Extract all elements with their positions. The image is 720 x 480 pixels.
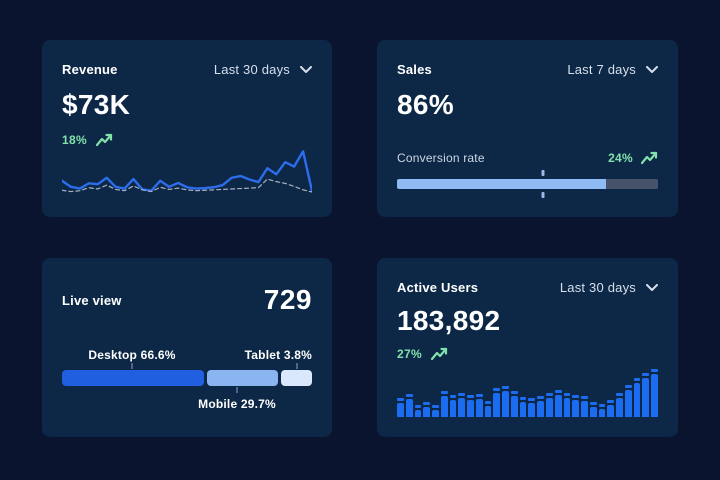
segment-mobile	[206, 370, 278, 386]
sales-value: 86%	[397, 89, 454, 120]
user-bar	[397, 397, 404, 417]
live-view-header: Live view 729	[62, 284, 312, 316]
trending-up-icon	[430, 347, 448, 361]
active-users-period-selector[interactable]: Last 30 days	[560, 280, 658, 295]
live-view-title: Live view	[62, 292, 122, 308]
user-bar	[467, 394, 474, 417]
active-users-period-label: Last 30 days	[559, 280, 636, 295]
chevron-down-icon	[300, 65, 312, 73]
desktop-tick	[131, 363, 133, 369]
device-distribution-chart: Desktop 66.6% Tablet 3.8% Mobile 29.7%	[62, 348, 312, 411]
user-bar	[449, 394, 457, 417]
user-bar	[651, 369, 658, 417]
active-users-value: 183,892	[397, 305, 501, 336]
user-bar	[440, 390, 448, 417]
mobile-tick	[236, 387, 238, 393]
desktop-share-label: Desktop 66.6%	[88, 348, 176, 362]
user-bar	[537, 396, 545, 417]
revenue-value: $73K	[62, 89, 131, 120]
user-bar	[546, 393, 553, 417]
user-bar	[484, 401, 492, 417]
sales-delta: 24%	[608, 151, 658, 165]
live-view-value: 729	[263, 284, 312, 315]
revenue-line-current	[62, 151, 312, 191]
revenue-card: Revenue Last 30 days $73K 18%	[42, 40, 332, 217]
user-bar	[423, 402, 431, 417]
distribution-bar	[62, 370, 312, 386]
top-ticks	[62, 362, 312, 369]
active-users-delta-value: 27%	[397, 347, 422, 361]
active-users-bar-chart	[397, 369, 658, 417]
revenue-title: Revenue	[62, 62, 118, 77]
sales-card: Sales Last 7 days 86% Conversion rate 24…	[377, 40, 678, 217]
user-bar	[589, 402, 597, 417]
user-bar	[458, 392, 466, 417]
revenue-delta-value: 18%	[62, 133, 87, 147]
user-bar	[598, 403, 606, 417]
trending-up-icon	[641, 151, 658, 165]
chevron-down-icon	[646, 283, 658, 291]
conversion-rate-row: Conversion rate 24%	[397, 151, 658, 165]
user-bar	[493, 388, 501, 417]
user-bar	[432, 404, 439, 417]
user-bar	[581, 395, 588, 417]
conversion-progress	[397, 170, 658, 198]
live-view-card: Live view 729 Desktop 66.6% Tablet 3.8% …	[42, 258, 332, 437]
sales-delta-value: 24%	[608, 151, 633, 165]
user-bar	[405, 393, 413, 417]
tablet-tick	[296, 363, 298, 369]
segment-desktop	[62, 370, 204, 386]
bottom-ticks	[62, 387, 312, 394]
progress-track	[397, 179, 658, 189]
revenue-card-header: Revenue Last 30 days	[62, 62, 312, 77]
mobile-share-label: Mobile 29.7%	[198, 397, 276, 411]
progress-marker	[541, 192, 545, 198]
sales-period-label: Last 7 days	[567, 62, 636, 77]
user-bar	[572, 394, 580, 417]
active-users-card: Active Users Last 30 days 183,892 27%	[377, 258, 678, 437]
user-bar	[633, 378, 641, 417]
user-bar	[519, 396, 527, 417]
segment-tablet	[280, 370, 312, 386]
distribution-bottom-labels: Mobile 29.7%	[62, 397, 312, 411]
progress-fill	[397, 179, 606, 189]
revenue-period-label: Last 30 days	[213, 62, 290, 77]
revenue-line-previous	[62, 179, 312, 192]
revenue-line-chart	[62, 149, 312, 197]
revenue-period-selector[interactable]: Last 30 days	[214, 62, 312, 77]
active-users-header: Active Users Last 30 days	[397, 280, 658, 295]
chevron-down-icon	[646, 65, 658, 73]
user-bar	[563, 392, 571, 417]
user-bar	[642, 373, 650, 417]
conversion-rate-label: Conversion rate	[397, 151, 485, 165]
user-bar	[607, 399, 615, 417]
user-bar	[554, 390, 562, 417]
trending-up-icon	[95, 133, 113, 147]
user-bar	[414, 405, 422, 417]
user-bar	[616, 393, 623, 417]
user-bar	[528, 397, 536, 417]
sales-card-header: Sales Last 7 days	[397, 62, 658, 77]
revenue-delta: 18%	[62, 133, 312, 147]
active-users-delta: 27%	[397, 347, 658, 361]
sales-period-selector[interactable]: Last 7 days	[567, 62, 658, 77]
active-users-title: Active Users	[397, 280, 479, 295]
progress-marker	[541, 170, 545, 176]
distribution-top-labels: Desktop 66.6% Tablet 3.8%	[62, 348, 312, 362]
user-bar	[510, 390, 518, 417]
user-bar	[502, 386, 509, 417]
user-bar	[475, 393, 483, 417]
sales-title: Sales	[397, 62, 432, 77]
user-bar	[624, 385, 632, 417]
tablet-share-label: Tablet 3.8%	[244, 348, 312, 362]
